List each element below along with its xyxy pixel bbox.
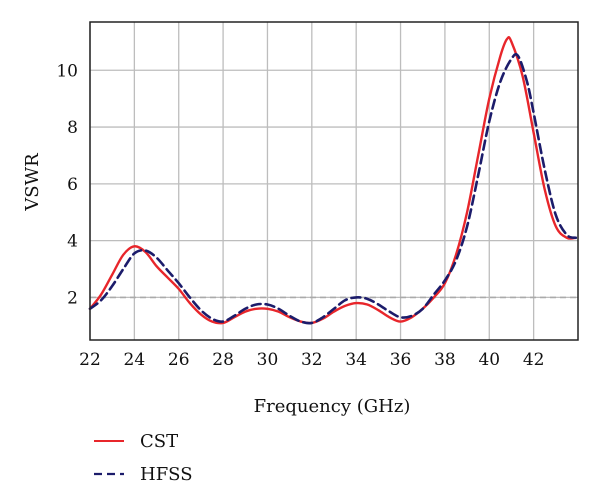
plot-frame [89, 21, 579, 341]
x-tick-label: 26 [168, 350, 190, 370]
x-tick-label: 28 [212, 350, 234, 370]
legend: CST HFSS [94, 431, 193, 485]
y-tick-labels: 2 4 6 8 10 [56, 61, 78, 308]
x-tick-label: 40 [478, 350, 500, 370]
series-line-cst [88, 36, 577, 325]
y-tick-label: 10 [56, 61, 78, 81]
series-layer [88, 36, 578, 325]
x-tick-label: 32 [301, 350, 323, 370]
y-tick-label: 2 [67, 288, 78, 308]
x-tick-label: 42 [523, 350, 545, 370]
x-tick-label: 30 [257, 350, 279, 370]
grid [89, 22, 578, 340]
series-line-hfss [88, 52, 578, 325]
x-tick-label: 38 [434, 350, 456, 370]
x-tick-labels: 22 24 26 28 30 32 34 36 38 40 42 [79, 350, 544, 370]
x-tick-label: 34 [345, 350, 367, 370]
legend-label-cst: CST [140, 431, 178, 452]
y-tick-label: 6 [67, 175, 78, 195]
y-axis-label: VSWR [22, 153, 43, 212]
x-axis-label: Frequency (GHz) [254, 396, 411, 417]
y-tick-label: 4 [67, 232, 78, 252]
legend-label-hfss: HFSS [140, 464, 193, 485]
y-tick-label: 8 [67, 118, 78, 138]
x-tick-label: 22 [79, 350, 101, 370]
x-tick-label: 24 [124, 350, 146, 370]
x-tick-label: 36 [390, 350, 412, 370]
